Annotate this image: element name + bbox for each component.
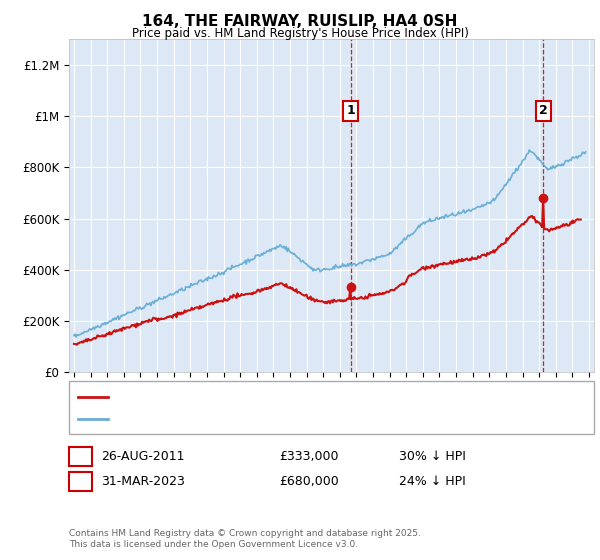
Text: 164, THE FAIRWAY, RUISLIP, HA4 0SH (detached house): 164, THE FAIRWAY, RUISLIP, HA4 0SH (deta… [114, 392, 422, 402]
Text: 30% ↓ HPI: 30% ↓ HPI [399, 450, 466, 463]
Text: HPI: Average price, detached house, Hillingdon: HPI: Average price, detached house, Hill… [114, 414, 377, 424]
Text: £680,000: £680,000 [279, 475, 339, 488]
Text: 164, THE FAIRWAY, RUISLIP, HA4 0SH: 164, THE FAIRWAY, RUISLIP, HA4 0SH [142, 14, 458, 29]
Text: 31-MAR-2023: 31-MAR-2023 [101, 475, 185, 488]
Text: 2: 2 [539, 105, 548, 118]
Text: Price paid vs. HM Land Registry's House Price Index (HPI): Price paid vs. HM Land Registry's House … [131, 27, 469, 40]
Text: 2: 2 [76, 475, 85, 488]
Text: 24% ↓ HPI: 24% ↓ HPI [399, 475, 466, 488]
Text: 1: 1 [346, 105, 355, 118]
Text: 26-AUG-2011: 26-AUG-2011 [101, 450, 184, 463]
Text: 1: 1 [76, 450, 85, 463]
Text: Contains HM Land Registry data © Crown copyright and database right 2025.
This d: Contains HM Land Registry data © Crown c… [69, 529, 421, 549]
Text: £333,000: £333,000 [279, 450, 338, 463]
